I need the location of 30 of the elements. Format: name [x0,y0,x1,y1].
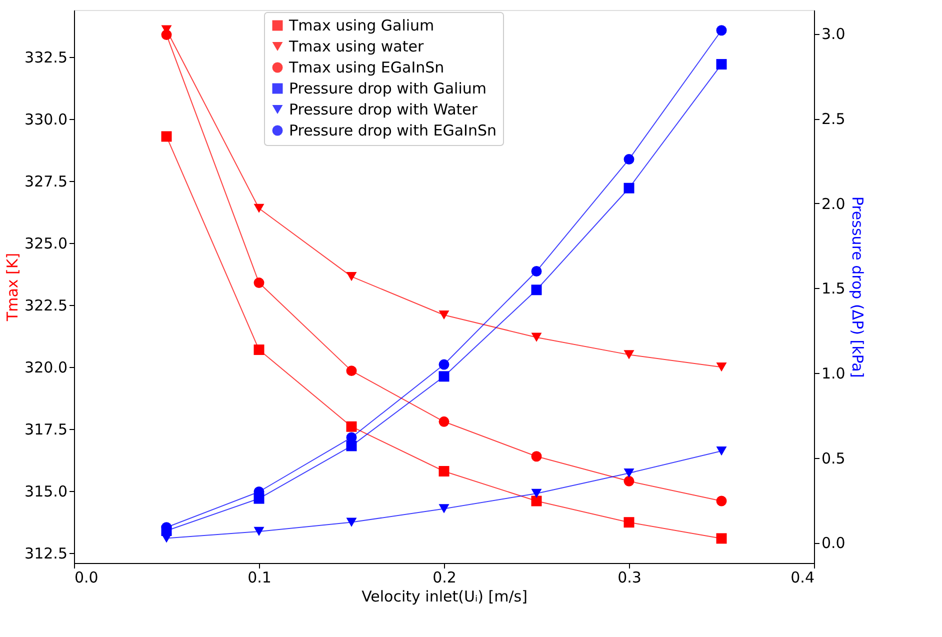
y-tick-label: 315.0 [24,482,68,501]
legend-label: Tmax using Galium [288,16,434,34]
y2-tick-label: 0.0 [822,534,846,552]
legend-label: Pressure drop with Galium [289,80,487,98]
x-tick-label: 0.1 [248,568,272,586]
legend-label: Pressure drop with Water [289,100,478,118]
y2-tick-label: 3.0 [822,25,846,44]
y-tick-label: 330.0 [24,110,68,129]
x-tick-label: 0.3 [618,568,642,586]
y-tick-label: 322.5 [24,296,68,315]
y-tick-label: 317.5 [24,420,68,439]
legend-label: Tmax using EGaInSn [288,58,444,76]
x-tick-label: 0.2 [432,568,456,586]
y-axis-title: Tmax [K] [4,252,22,322]
legend-label: Pressure drop with EGaInSn [289,122,496,140]
y-tick-label: 320.0 [24,358,68,377]
y2-tick-label: 2.0 [822,194,846,213]
x-tick-label: 0.4 [790,568,814,586]
y-tick-label: 312.5 [24,544,68,563]
y-tick-label: 332.5 [24,48,68,67]
y-tick-label: 325.0 [24,234,68,253]
y2-tick-label: 1.0 [822,364,846,383]
x-axis-title: Velocity inlet(Uᵢ) [m/s] [362,588,528,606]
y2-tick-label: 1.5 [822,280,846,298]
y2-tick-label: 0.5 [822,449,846,468]
y2-tick-label: 2.5 [822,110,846,128]
x-tick-label: 0.0 [74,568,98,586]
y-tick-label: 327.5 [24,172,68,191]
legend-label: Tmax using water [288,38,424,56]
y2-axis-title: Pressure drop (ΔP) [kPa] [848,196,866,378]
